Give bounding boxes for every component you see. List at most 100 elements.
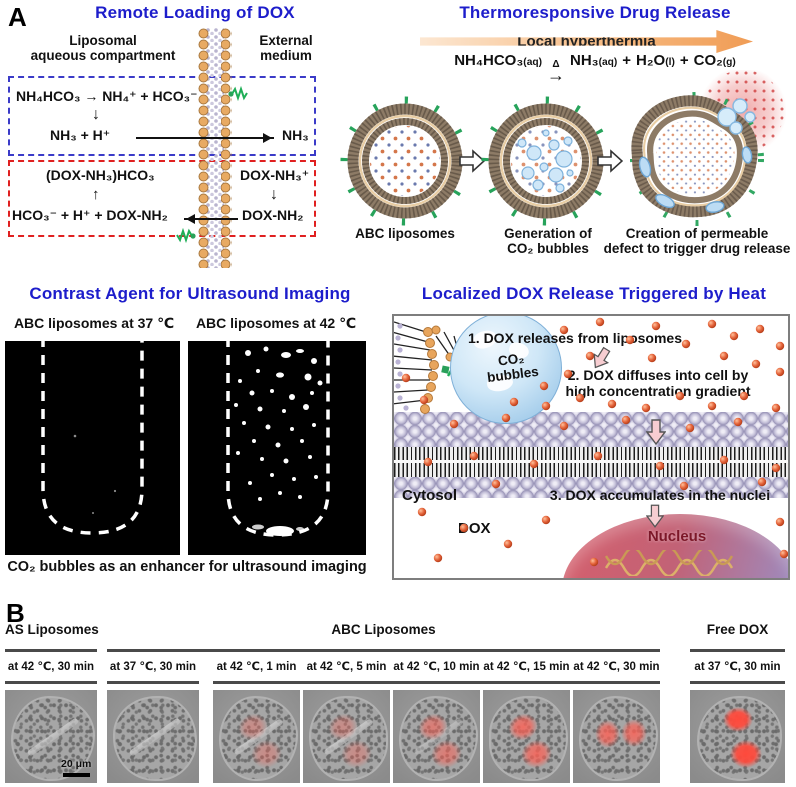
- cell-image-as-42c-30min: 20 μm: [5, 690, 97, 783]
- remote-loading-title: Remote Loading of DOX: [95, 3, 295, 22]
- thermoresponsive-title: Thermoresponsive Drug Release: [459, 3, 731, 22]
- eq-p3-sub: (g): [722, 57, 736, 68]
- cytosol-label: Cytosol: [402, 487, 458, 504]
- cell-body: [11, 695, 95, 782]
- panel-b-label: B: [6, 598, 25, 628]
- tile-condition-label: at 37 ℃, 30 min: [694, 661, 781, 673]
- eq-p1-sub: (aq): [598, 57, 618, 68]
- peg-chain-icon: [228, 86, 248, 102]
- cell-body: [219, 695, 298, 782]
- eq-lhs-sub: (aq): [523, 57, 542, 68]
- decomposition-equation: NH₄HCO₃ (aq) Δ → NH₃ (aq) + H₂O (l) + CO₂ (g…: [398, 52, 792, 85]
- cell-image-abc-42c-5min: [303, 690, 390, 783]
- dna-helix-icon: [604, 550, 734, 576]
- cell-ridge: [128, 716, 182, 757]
- cell-body: [113, 695, 197, 782]
- bubble-speckles: [234, 346, 323, 536]
- eq-nh4hco3-dissociation: NH₄HCO₃ → NH₄⁺ + HCO₃⁻: [16, 88, 198, 104]
- eq-lhs: NH₄HCO₃: [454, 52, 524, 69]
- scale-bar-label: 20 μm: [61, 758, 92, 770]
- cell-body: [579, 695, 658, 782]
- stage3-label: Creation of permeable defect to trigger …: [603, 226, 791, 256]
- step3-label: 3. DOX accumulates in the nuclei: [549, 487, 771, 503]
- plus-sign: +: [622, 52, 632, 69]
- peg-chain-icon: [176, 228, 196, 244]
- nucleus-stain: [517, 736, 556, 772]
- label-underline: [690, 681, 785, 684]
- group-underline: [107, 649, 660, 652]
- to-nucleus-arrow-icon: [646, 504, 664, 528]
- external-medium-label: External medium: [259, 33, 313, 63]
- dox-reaction-box: [8, 160, 316, 237]
- tile-condition-label: at 42 ℃, 5 min: [306, 661, 387, 673]
- group-abc-liposomes: ABC Liposomes: [331, 622, 436, 637]
- stage-arrow-icon: [459, 149, 485, 173]
- stage1-label: ABC liposomes: [355, 226, 455, 241]
- eq-p3: CO₂: [693, 52, 723, 69]
- cell-body: [399, 695, 478, 782]
- step2-label: 2. DOX diffuses into cell by high concen…: [565, 367, 751, 399]
- cell-body: [309, 695, 388, 782]
- cell-image-freedox-37c-30min: [690, 690, 785, 783]
- eq-nh3-left: NH₃ + H⁺: [50, 127, 111, 143]
- cell-image-abc-37c-30min: [107, 690, 199, 783]
- tile-condition-label: at 42 ℃, 30 min: [573, 661, 660, 673]
- liposomal-compartment-label: Liposomal aqueous compartment: [30, 33, 176, 63]
- nucleus-stain: [621, 718, 647, 747]
- cell-image-abc-42c-15min: [483, 690, 570, 783]
- abc-liposome-diagram: [340, 96, 470, 226]
- cell-image-abc-42c-1min: [213, 690, 300, 783]
- plus-sign: +: [679, 52, 689, 69]
- tube-outline-37: [41, 337, 144, 535]
- label-underline: [107, 681, 199, 684]
- ultrasound-37-label: ABC liposomes at 37 ℃: [13, 315, 175, 331]
- cell-body: [696, 695, 783, 782]
- cell-ridge: [26, 716, 80, 757]
- ultrasound-image-42c: [188, 337, 366, 555]
- group-as-liposomes: AS Liposomes: [5, 622, 99, 637]
- down-arrow-icon: ↓: [92, 106, 100, 123]
- tile-condition-label: at 37 ℃, 30 min: [109, 661, 197, 673]
- eq-hco3-dox: HCO₃⁻ + H⁺ + DOX-NH₂: [12, 207, 168, 223]
- step-arrow-icon: [593, 346, 611, 369]
- nucleus-stain: [729, 740, 763, 768]
- group-underline: [690, 649, 785, 652]
- ultrasound-caption: CO₂ bubbles as an enhancer for ultrasoun…: [7, 559, 367, 575]
- localized-release-title: Localized DOX Release Triggered by Heat: [421, 284, 767, 303]
- nh3-diffusion-arrow: [136, 132, 274, 143]
- stage2-label: Generation of CO₂ bubbles: [504, 226, 592, 256]
- group-free-dox: Free DOX: [706, 622, 769, 637]
- local-hyperthermia-label: Local hyperthermia: [517, 33, 656, 50]
- step1-label: 1. DOX releases from liposomes: [468, 330, 682, 346]
- scale-bar: [63, 773, 90, 777]
- stage-arrow-icon: [597, 149, 623, 173]
- ultrasound-image-37c: [5, 337, 180, 555]
- tile-condition-label: at 42 ℃, 15 min: [483, 661, 570, 673]
- delta-symbol: Δ: [552, 59, 560, 70]
- up-arrow-icon: ↑: [92, 186, 100, 203]
- local-hyperthermia-arrow: Local hyperthermia: [420, 30, 753, 53]
- eq-p2-sub: (l): [665, 57, 675, 68]
- ultrasound-42-label: ABC liposomes at 42 ℃: [195, 315, 357, 331]
- permeable-liposome-diagram: [630, 70, 786, 226]
- arrow-symbol: →: [546, 65, 565, 85]
- tile-condition-label: at 42 ℃, 10 min: [393, 661, 480, 673]
- ammonium-reaction-box: [8, 76, 316, 156]
- cell-image-abc-42c-10min: [393, 690, 480, 783]
- eq-dox-nh2-right: DOX-NH₂: [242, 207, 304, 223]
- label-underline: [5, 681, 97, 684]
- eq-p2: H₂O: [636, 52, 666, 69]
- panel-a-label: A: [8, 2, 27, 32]
- group-underline: [5, 649, 97, 652]
- cell-image-abc-42c-30min: [573, 690, 660, 783]
- eq-nh3-right: NH₃: [282, 127, 309, 143]
- tile-condition-label: at 42 ℃, 30 min: [7, 661, 95, 673]
- down-arrow-icon: ↓: [270, 186, 278, 203]
- nucleus-stain: [723, 707, 753, 732]
- tile-condition-label: at 42 ℃, 1 min: [216, 661, 297, 673]
- eq-dox-salt: (DOX-NH₃)HCO₃: [46, 167, 155, 183]
- membrane-outer-leaflet: [394, 412, 788, 447]
- eq-dox-nh3-plus: DOX-NH₃⁺: [240, 167, 310, 183]
- membrane-cross-arrow-icon: [646, 419, 666, 445]
- nucleus-label: Nucleus: [647, 528, 707, 545]
